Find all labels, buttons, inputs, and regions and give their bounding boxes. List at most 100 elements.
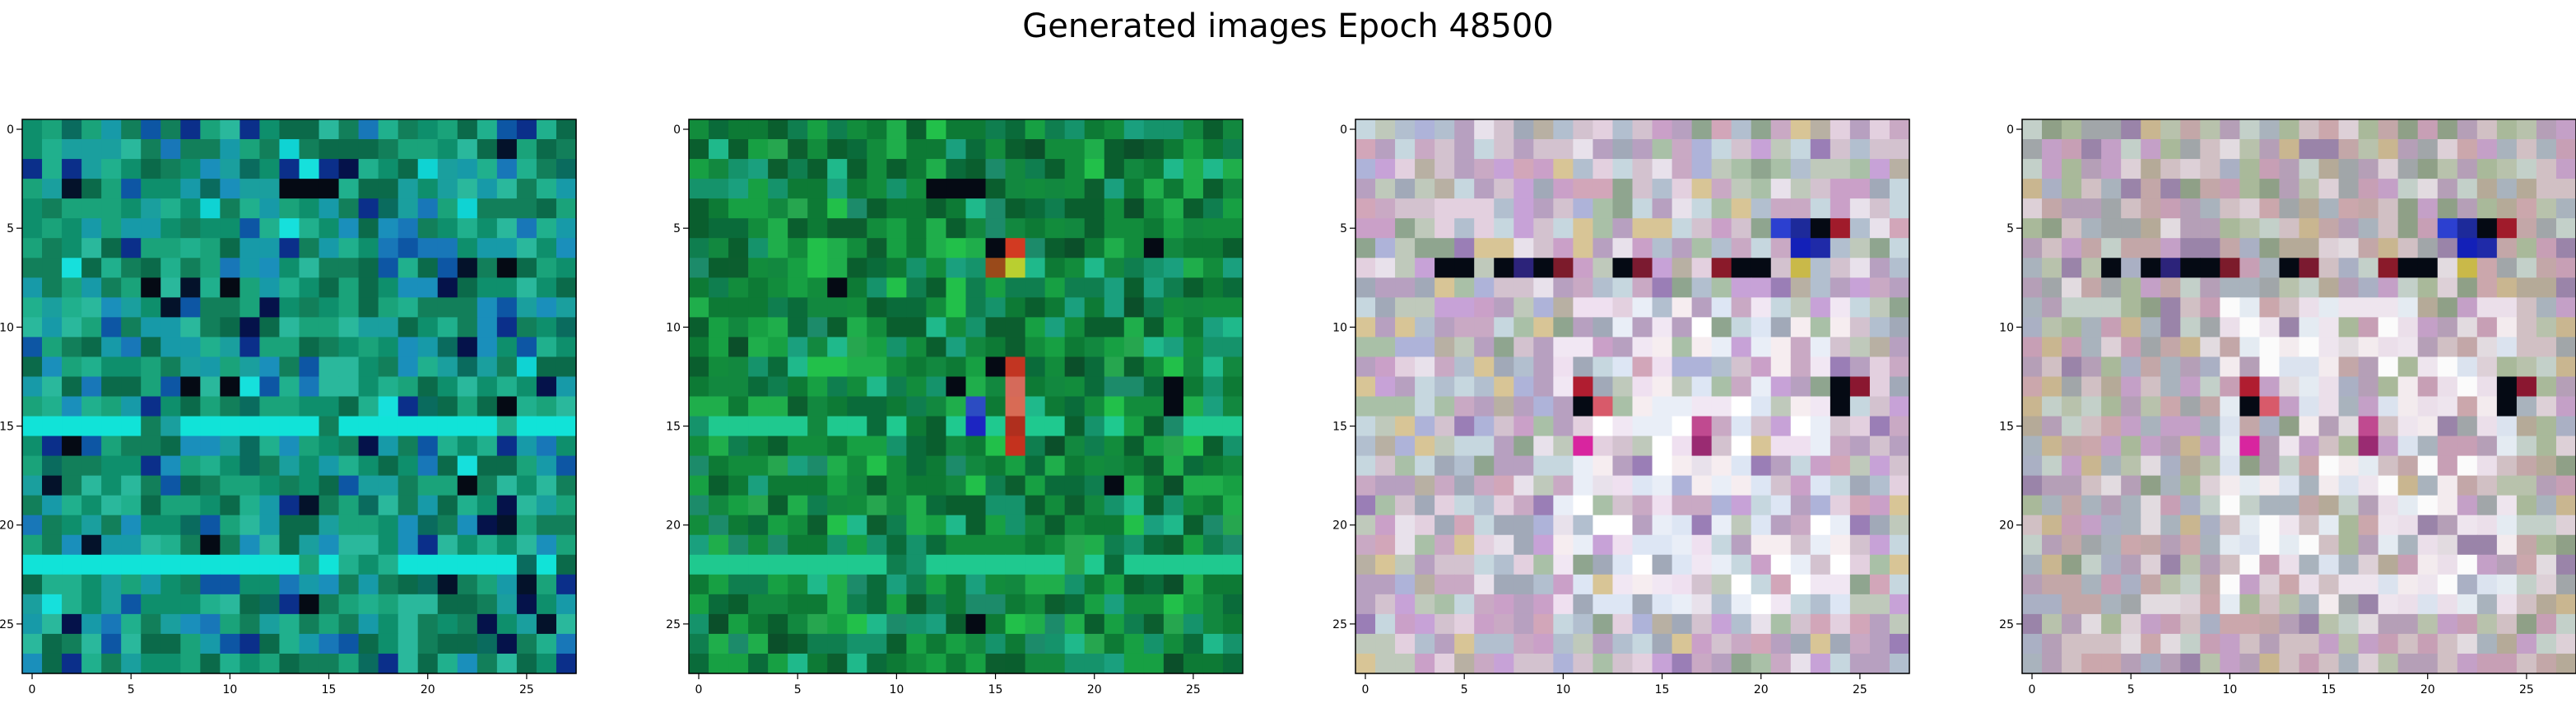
pixel-cell: [160, 198, 181, 219]
pixel-cell: [985, 613, 1007, 635]
pixel-cell: [1672, 633, 1693, 654]
pixel-cell: [2457, 139, 2478, 160]
pixel-cell: [536, 633, 557, 654]
pixel-cell: [2180, 198, 2201, 219]
pixel-cell: [1711, 277, 1732, 298]
pixel-cell: [259, 554, 281, 575]
pixel-cell: [689, 495, 709, 516]
pixel-cell: [985, 356, 1007, 378]
pixel-cell: [2358, 317, 2379, 338]
pixel-cell: [160, 119, 181, 140]
pixel-cell: [1652, 495, 1673, 516]
pixel-cell: [2200, 159, 2220, 179]
pixel-cell: [2417, 515, 2439, 536]
pixel-cell: [1849, 416, 1871, 437]
pixel-cell: [2081, 376, 2102, 398]
pixel-cell: [1044, 475, 1066, 496]
pixel-cell: [965, 297, 987, 318]
pixel-cell: [748, 416, 769, 437]
pixel-cell: [477, 594, 498, 615]
pixel-cell: [1044, 218, 1066, 239]
pixel-cell: [827, 436, 848, 457]
pixel-cell: [1691, 337, 1713, 358]
pixel-cell: [1434, 337, 1455, 358]
pixel-cell: [437, 416, 458, 437]
pixel-cell: [62, 554, 82, 575]
pixel-cell: [1222, 396, 1244, 417]
pixel-cell: [2042, 376, 2062, 398]
pixel-cell: [788, 594, 808, 615]
pixel-cell: [1415, 198, 1435, 219]
pixel-cell: [2378, 198, 2399, 219]
pixel-cell: [1025, 356, 1046, 378]
pixel-cell: [200, 574, 221, 595]
pixel-cell: [1222, 436, 1244, 457]
pixel-cell: [2160, 633, 2181, 654]
pixel-cell: [437, 554, 458, 575]
pixel-cell: [2417, 574, 2439, 595]
pixel-cell: [1711, 436, 1732, 457]
pixel-cell: [2496, 218, 2518, 239]
pixel-cell: [2141, 594, 2161, 615]
pixel-cell: [2555, 119, 2576, 140]
pixel-cell: [1672, 554, 1693, 575]
image-cells: [22, 119, 577, 674]
pixel-cell: [22, 179, 43, 199]
pixel-cell: [2121, 376, 2141, 398]
pixel-cell: [477, 515, 498, 536]
pixel-cell: [965, 475, 987, 496]
pixel-cell: [1104, 238, 1125, 259]
pixel-cell: [1084, 495, 1105, 516]
pixel-cell: [2022, 574, 2043, 595]
pixel-cell: [1183, 356, 1204, 378]
pixel-cell: [398, 475, 419, 496]
pixel-cell: [2299, 159, 2320, 179]
pixel-cell: [1672, 455, 1693, 477]
pixel-cell: [1553, 554, 1574, 575]
pixel-cell: [2180, 317, 2201, 338]
pixel-cell: [239, 455, 261, 477]
pixel-cell: [62, 238, 82, 259]
pixel-cell: [2516, 159, 2537, 179]
pixel-cell: [2457, 159, 2478, 179]
pixel-cell: [556, 238, 577, 259]
pixel-cell: [279, 376, 300, 398]
pixel-cell: [827, 515, 848, 536]
pixel-cell: [358, 119, 379, 140]
pixel-cell: [1612, 475, 1634, 496]
pixel-cell: [1064, 198, 1086, 219]
pixel-cell: [398, 179, 419, 199]
pixel-cell: [141, 258, 161, 278]
pixel-cell: [1849, 515, 1871, 536]
pixel-cell: [1612, 159, 1634, 179]
pixel-cell: [2378, 515, 2399, 536]
pixel-cell: [1084, 594, 1105, 615]
pixel-cell: [2358, 475, 2379, 496]
pixel-cell: [417, 317, 439, 338]
pixel-cell: [22, 337, 43, 358]
pixel-cell: [946, 376, 967, 398]
pixel-cell: [2101, 198, 2122, 219]
pixel-cell: [62, 515, 82, 536]
pixel-cell: [81, 653, 102, 674]
pixel-cell: [709, 119, 729, 140]
pixel-cell: [1415, 475, 1435, 496]
pixel-cell: [1355, 396, 1376, 417]
pixel-cell: [536, 554, 557, 575]
pixel-cell: [2516, 376, 2537, 398]
pixel-cell: [768, 277, 788, 298]
pixel-cell: [1494, 238, 1514, 259]
pixel-cell: [2536, 554, 2557, 575]
pixel-cell: [1593, 218, 1614, 239]
pixel-cell: [279, 297, 300, 318]
pixel-cell: [1163, 436, 1184, 457]
pixel-cell: [2555, 198, 2576, 219]
pixel-cell: [1632, 534, 1653, 556]
pixel-cell: [2496, 356, 2518, 378]
pixel-cell: [1005, 159, 1026, 179]
pixel-cell: [536, 475, 557, 496]
pixel-cell: [1454, 198, 1475, 219]
pixel-cell: [1123, 139, 1145, 160]
pixel-cell: [1632, 653, 1653, 674]
pixel-cell: [886, 139, 907, 160]
